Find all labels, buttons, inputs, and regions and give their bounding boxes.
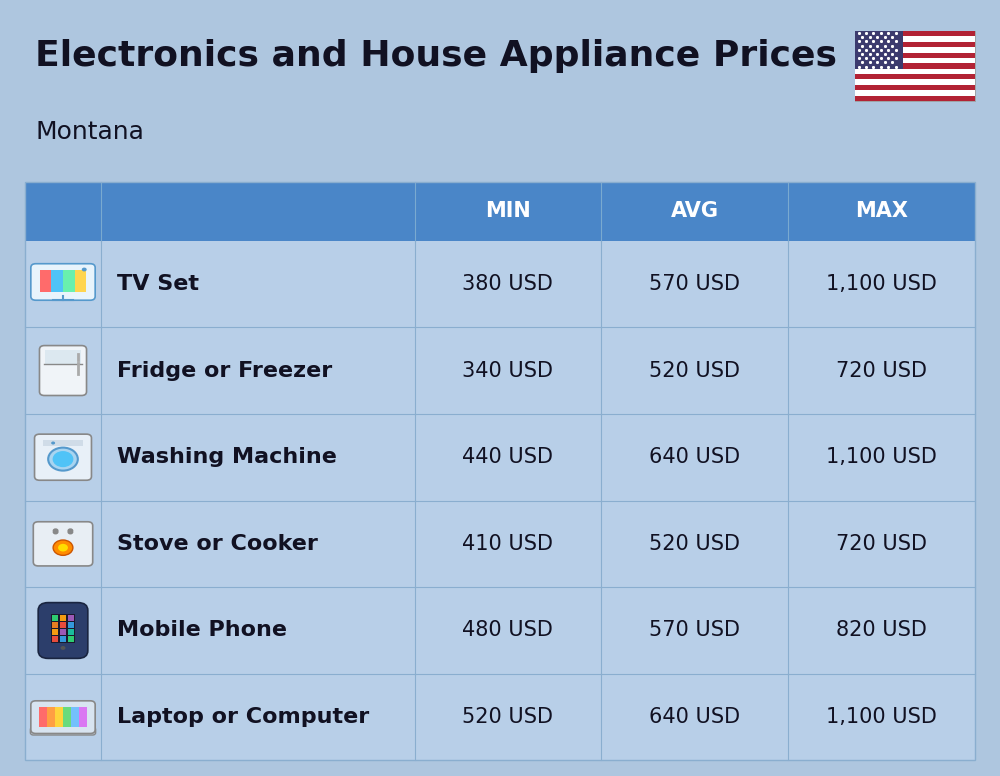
- Bar: [25, 241, 975, 327]
- Bar: [60, 636, 66, 642]
- FancyBboxPatch shape: [31, 264, 95, 300]
- Bar: [855, 68, 975, 74]
- Bar: [855, 85, 975, 90]
- Text: 520 USD: 520 USD: [462, 707, 553, 727]
- Text: 340 USD: 340 USD: [462, 361, 553, 380]
- Bar: [79, 707, 87, 727]
- Bar: [71, 707, 79, 727]
- Bar: [68, 636, 74, 642]
- Bar: [39, 707, 47, 727]
- Bar: [855, 79, 975, 85]
- Bar: [75, 270, 86, 292]
- Text: 820 USD: 820 USD: [836, 621, 927, 640]
- Text: 480 USD: 480 USD: [462, 621, 553, 640]
- Circle shape: [53, 528, 59, 533]
- Bar: [855, 36, 975, 42]
- Bar: [25, 414, 975, 501]
- Bar: [855, 47, 975, 53]
- Bar: [60, 615, 66, 621]
- Text: TV Set: TV Set: [117, 274, 199, 294]
- Circle shape: [61, 646, 65, 650]
- Bar: [855, 95, 975, 101]
- Text: 380 USD: 380 USD: [462, 274, 553, 294]
- Bar: [25, 182, 975, 760]
- Bar: [855, 31, 903, 68]
- Text: Montana: Montana: [35, 120, 144, 144]
- Bar: [63, 707, 71, 727]
- Bar: [52, 615, 58, 621]
- Bar: [43, 440, 83, 445]
- Bar: [25, 587, 975, 674]
- Text: 640 USD: 640 USD: [649, 707, 740, 727]
- Text: Laptop or Computer: Laptop or Computer: [117, 707, 369, 727]
- Bar: [51, 270, 63, 292]
- Circle shape: [82, 268, 87, 272]
- Text: 720 USD: 720 USD: [836, 534, 927, 554]
- Text: Electronics and House Appliance Prices: Electronics and House Appliance Prices: [35, 39, 837, 73]
- Text: Fridge or Freezer: Fridge or Freezer: [117, 361, 332, 380]
- Circle shape: [53, 530, 59, 535]
- Bar: [51, 615, 75, 643]
- Bar: [52, 636, 58, 642]
- Bar: [25, 182, 975, 241]
- Bar: [855, 31, 975, 101]
- Text: Washing Machine: Washing Machine: [117, 447, 337, 467]
- Bar: [47, 707, 55, 727]
- Text: 520 USD: 520 USD: [649, 534, 740, 554]
- Bar: [855, 58, 975, 64]
- Bar: [52, 622, 58, 628]
- Bar: [25, 674, 975, 760]
- Text: 440 USD: 440 USD: [462, 447, 553, 467]
- Circle shape: [48, 448, 78, 470]
- Text: 410 USD: 410 USD: [462, 534, 553, 554]
- Circle shape: [58, 544, 68, 552]
- Bar: [55, 707, 63, 727]
- FancyBboxPatch shape: [33, 521, 93, 566]
- Text: 570 USD: 570 USD: [649, 274, 740, 294]
- Bar: [68, 622, 74, 628]
- Circle shape: [67, 530, 73, 535]
- Bar: [40, 270, 51, 292]
- Bar: [68, 615, 74, 621]
- Text: MAX: MAX: [855, 202, 908, 221]
- Text: 1,100 USD: 1,100 USD: [826, 447, 937, 467]
- Bar: [855, 42, 975, 47]
- Bar: [855, 64, 975, 68]
- Bar: [68, 629, 74, 635]
- Text: 570 USD: 570 USD: [649, 621, 740, 640]
- FancyBboxPatch shape: [38, 603, 88, 658]
- Text: 640 USD: 640 USD: [649, 447, 740, 467]
- Circle shape: [53, 451, 73, 467]
- Text: 1,100 USD: 1,100 USD: [826, 274, 937, 294]
- Bar: [25, 501, 975, 587]
- Bar: [63, 270, 75, 292]
- Text: Mobile Phone: Mobile Phone: [117, 621, 287, 640]
- Bar: [855, 74, 975, 79]
- Circle shape: [51, 442, 55, 445]
- Bar: [45, 350, 81, 365]
- Bar: [855, 31, 975, 36]
- Circle shape: [67, 528, 73, 533]
- Text: Stove or Cooker: Stove or Cooker: [117, 534, 318, 554]
- Bar: [52, 629, 58, 635]
- FancyBboxPatch shape: [30, 727, 96, 735]
- Bar: [25, 327, 975, 414]
- Circle shape: [53, 540, 73, 556]
- Bar: [855, 53, 975, 58]
- Text: 520 USD: 520 USD: [649, 361, 740, 380]
- Bar: [39, 707, 87, 727]
- Text: AVG: AVG: [671, 202, 719, 221]
- Text: 720 USD: 720 USD: [836, 361, 927, 380]
- FancyBboxPatch shape: [39, 345, 87, 396]
- Text: MIN: MIN: [485, 202, 531, 221]
- FancyBboxPatch shape: [31, 701, 95, 733]
- FancyBboxPatch shape: [35, 434, 91, 480]
- Bar: [60, 629, 66, 635]
- Bar: [40, 270, 86, 292]
- Bar: [60, 622, 66, 628]
- Text: 1,100 USD: 1,100 USD: [826, 707, 937, 727]
- Bar: [855, 90, 975, 95]
